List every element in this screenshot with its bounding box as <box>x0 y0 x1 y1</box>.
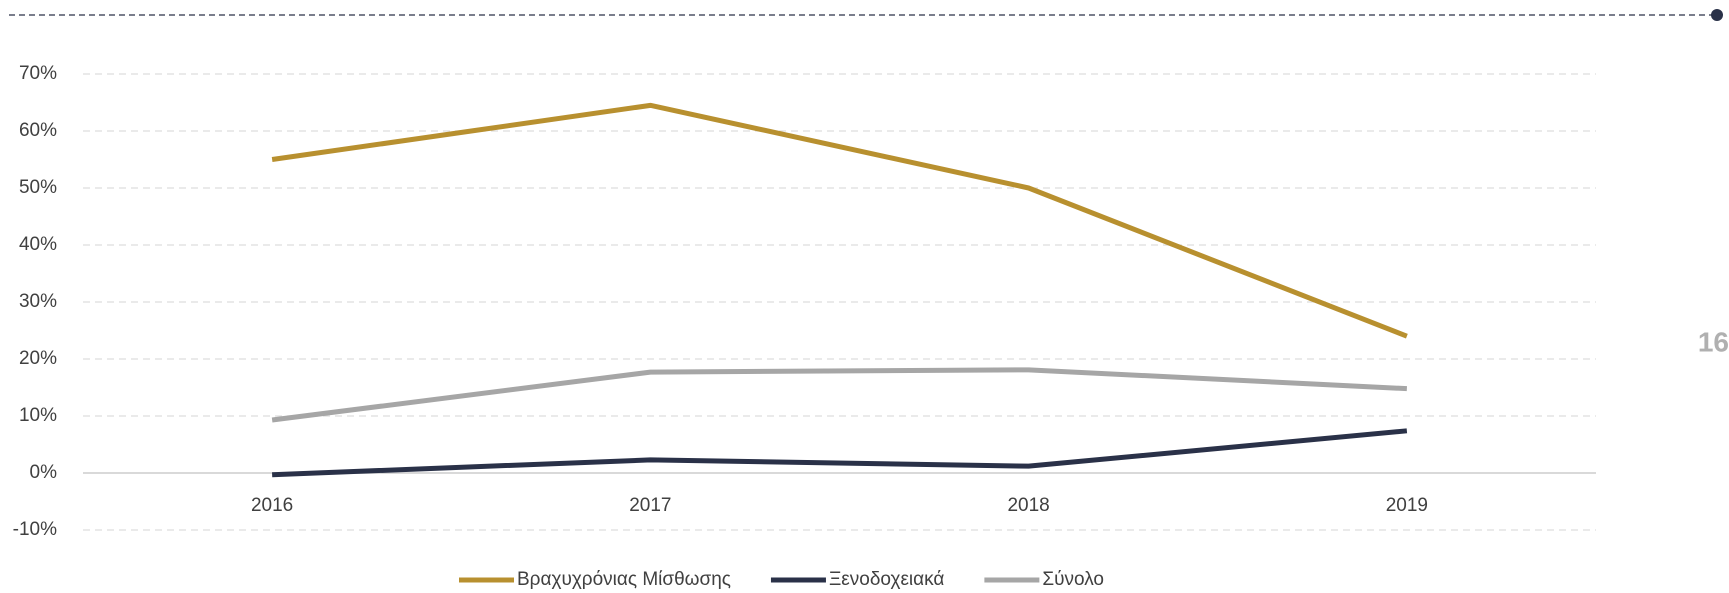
x-tick-label: 2016 <box>251 495 293 516</box>
y-tick-label: 40% <box>19 234 57 255</box>
legend-label: Σύνολο <box>1042 569 1104 590</box>
top-rule-dot <box>1711 9 1723 21</box>
legend-label: Ξενοδοχειακά <box>829 569 944 590</box>
y-tick-label: -10% <box>13 519 57 540</box>
y-tick-label: 50% <box>19 177 57 198</box>
x-tick-label: 2019 <box>1386 495 1428 516</box>
x-tick-label: 2018 <box>1007 495 1049 516</box>
series-line <box>271 102 1408 339</box>
y-tick-label: 10% <box>19 405 57 426</box>
series-line <box>271 367 1408 423</box>
series-line <box>272 428 1408 478</box>
y-tick-label: 60% <box>19 120 57 141</box>
y-tick-label: 0% <box>30 462 58 483</box>
y-tick-label: 70% <box>19 63 57 84</box>
page-number: 16 <box>1698 326 1729 357</box>
x-tick-label: 2017 <box>629 495 671 516</box>
y-tick-label: 20% <box>19 348 57 369</box>
legend-label: Βραχυχρόνιας Μίσθωσης <box>517 569 731 590</box>
y-tick-label: 30% <box>19 291 57 312</box>
